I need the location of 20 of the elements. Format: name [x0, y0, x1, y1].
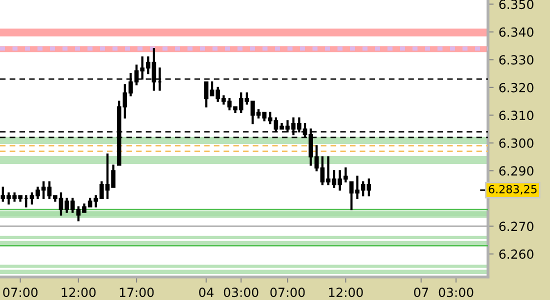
x-tick-label: 04 — [199, 288, 214, 298]
y-tick-label: 6.300 — [499, 138, 534, 148]
x-tick-label: 12:00 — [329, 288, 363, 298]
y-tick-label: 6.320 — [499, 82, 534, 92]
x-tick-label: 17:00 — [120, 288, 154, 298]
y-tick-label: 6.340 — [499, 27, 534, 37]
text: 6.283,25 — [488, 184, 537, 194]
x-tick-label: 12:00 — [62, 288, 96, 298]
y-tick-label: 6.290 — [499, 166, 534, 176]
x-tick-label: 07 — [414, 288, 428, 298]
x-tick-label: 03:00 — [224, 288, 258, 298]
y-tick-label: 6.330 — [499, 55, 534, 65]
y-tick-label: 6.310 — [499, 110, 534, 120]
x-tick-label: 03:00 — [438, 288, 474, 298]
candlestick — [24, 195, 28, 208]
x-tick-label: 07:00 — [270, 288, 305, 298]
y-tick-label: 6.260 — [499, 249, 534, 259]
x-tick-label: 07:00 — [3, 288, 38, 298]
y-tick-label: 6.270 — [499, 222, 534, 232]
y-tick-label: 6.350 — [499, 0, 534, 10]
